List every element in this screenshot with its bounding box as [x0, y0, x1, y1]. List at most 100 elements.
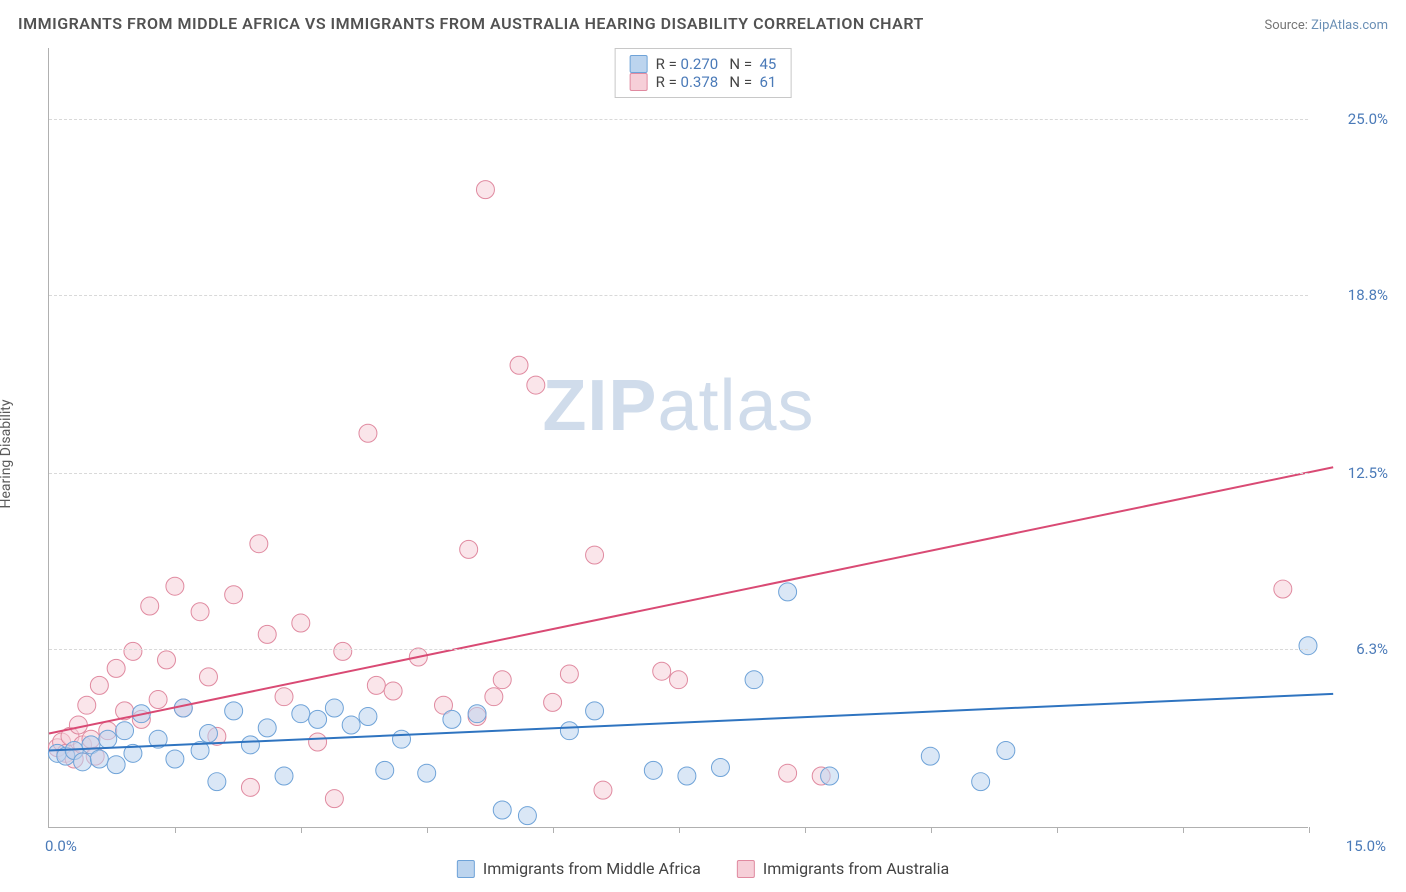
legend-swatch — [737, 860, 755, 878]
data-point — [275, 767, 293, 785]
x-tick — [1183, 827, 1184, 833]
data-point — [779, 583, 797, 601]
data-point — [376, 761, 394, 779]
gridline — [49, 473, 1308, 474]
legend-stats: R = 0.270 N = 45R = 0.378 N = 61 — [615, 48, 792, 98]
source-label: Source: ZipAtlas.com — [1264, 18, 1388, 33]
data-point — [384, 682, 402, 700]
data-point — [199, 725, 217, 743]
legend-item: Immigrants from Middle Africa — [457, 859, 701, 878]
x-tick — [931, 827, 932, 833]
data-point — [250, 535, 268, 553]
data-point — [325, 790, 343, 808]
data-point — [107, 659, 125, 677]
y-tick-label: 25.0% — [1318, 110, 1388, 128]
data-point — [485, 688, 503, 706]
x-tick — [805, 827, 806, 833]
gridline — [49, 295, 1308, 296]
data-point — [1274, 580, 1292, 598]
y-tick-label: 12.5% — [1318, 464, 1388, 482]
data-point — [821, 767, 839, 785]
legend-stat-row: R = 0.378 N = 61 — [630, 73, 777, 91]
data-point — [779, 764, 797, 782]
data-point — [199, 668, 217, 686]
data-point — [90, 676, 108, 694]
data-point — [309, 733, 327, 751]
x-tick — [301, 827, 302, 833]
legend-swatch — [457, 860, 475, 878]
data-point — [166, 750, 184, 768]
data-point — [678, 767, 696, 785]
x-tick — [553, 827, 554, 833]
data-point — [225, 702, 243, 720]
regression-line — [49, 467, 1333, 733]
plot-area: ZIPatlas 0.0% 15.0% 6.3%12.5%18.8%25.0% — [48, 48, 1308, 828]
data-point — [174, 699, 192, 717]
data-point — [149, 691, 167, 709]
data-point — [586, 546, 604, 564]
data-point — [493, 671, 511, 689]
data-point — [359, 424, 377, 442]
data-point — [258, 625, 276, 643]
y-tick-label: 6.3% — [1318, 640, 1388, 658]
data-point — [921, 747, 939, 765]
data-point — [997, 742, 1015, 760]
chart-svg — [49, 48, 1308, 827]
gridline — [49, 649, 1308, 650]
data-point — [325, 699, 343, 717]
data-point — [78, 696, 96, 714]
x-tick — [427, 827, 428, 833]
data-point — [208, 773, 226, 791]
data-point — [560, 722, 578, 740]
data-point — [342, 716, 360, 734]
data-point — [527, 376, 545, 394]
chart-title: IMMIGRANTS FROM MIDDLE AFRICA VS IMMIGRA… — [18, 14, 924, 33]
data-point — [972, 773, 990, 791]
data-point — [141, 597, 159, 615]
data-point — [292, 705, 310, 723]
data-point — [334, 642, 352, 660]
x-axis-min-label: 0.0% — [45, 837, 77, 855]
data-point — [644, 761, 662, 779]
data-point — [594, 781, 612, 799]
data-point — [393, 730, 411, 748]
data-point — [107, 756, 125, 774]
data-point — [653, 662, 671, 680]
data-point — [309, 710, 327, 728]
data-point — [74, 753, 92, 771]
source-link[interactable]: ZipAtlas.com — [1311, 18, 1388, 33]
legend-item: Immigrants from Australia — [737, 859, 949, 878]
data-point — [292, 614, 310, 632]
x-axis-max-label: 15.0% — [1346, 837, 1386, 855]
data-point — [745, 671, 763, 689]
data-point — [560, 665, 578, 683]
data-point — [460, 540, 478, 558]
legend-swatch — [630, 55, 648, 73]
data-point — [275, 688, 293, 706]
x-tick — [679, 827, 680, 833]
data-point — [124, 642, 142, 660]
legend-label: Immigrants from Australia — [763, 859, 949, 878]
legend-stat-row: R = 0.270 N = 45 — [630, 55, 777, 73]
legend-series: Immigrants from Middle Africa Immigrants … — [457, 859, 949, 878]
regression-line — [49, 694, 1333, 751]
data-point — [476, 181, 494, 199]
data-point — [158, 651, 176, 669]
data-point — [711, 759, 729, 777]
data-point — [191, 603, 209, 621]
data-point — [69, 716, 87, 734]
data-point — [359, 708, 377, 726]
data-point — [99, 730, 117, 748]
data-point — [443, 710, 461, 728]
y-axis-label: Hearing Disability — [0, 400, 14, 509]
data-point — [670, 671, 688, 689]
data-point — [586, 702, 604, 720]
data-point — [468, 705, 486, 723]
header: IMMIGRANTS FROM MIDDLE AFRICA VS IMMIGRA… — [18, 14, 1388, 33]
y-tick-label: 18.8% — [1318, 286, 1388, 304]
data-point — [258, 719, 276, 737]
data-point — [367, 676, 385, 694]
data-point — [518, 807, 536, 825]
data-point — [241, 778, 259, 796]
data-point — [241, 736, 259, 754]
